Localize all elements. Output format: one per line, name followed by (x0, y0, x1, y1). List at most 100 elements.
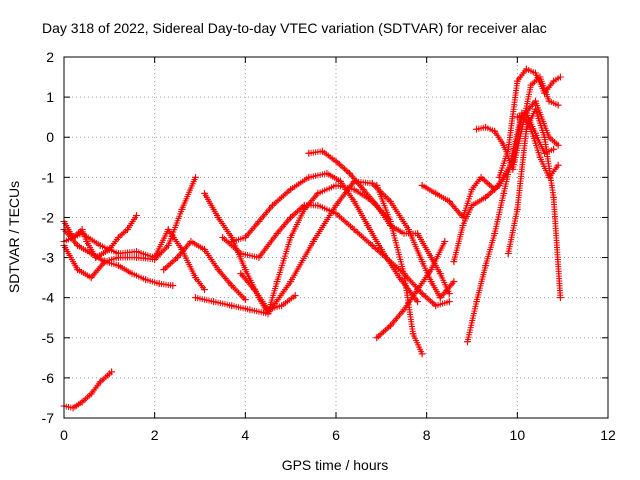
data-point (287, 185, 295, 193)
y-axis-tick-labels: -7 -6 -5 -4 -3 -2 -1 0 1 2 (42, 49, 55, 426)
data-point (545, 97, 553, 105)
data-point (436, 270, 444, 278)
data-point (228, 282, 236, 290)
data-point (210, 298, 218, 306)
data-point (164, 225, 172, 233)
data-point (482, 123, 490, 131)
data-point (228, 302, 236, 310)
data-point (128, 270, 136, 278)
data-point (536, 153, 544, 161)
data-point (513, 77, 521, 85)
y-tick-label: -5 (42, 330, 55, 346)
chart-title: Day 318 of 2022, Sidereal Day-to-day VTE… (42, 20, 547, 36)
data-point (164, 242, 172, 250)
data-point (241, 296, 249, 304)
data-point (305, 149, 313, 157)
data-point (418, 181, 426, 189)
series-s6 (160, 238, 249, 304)
data-point (309, 238, 317, 246)
data-point (400, 306, 408, 314)
data-point (364, 221, 372, 229)
data-point (133, 211, 141, 219)
data-point (273, 278, 281, 286)
data-point (556, 294, 564, 302)
data-point (83, 238, 91, 246)
data-point (513, 205, 521, 213)
data-point (359, 185, 367, 193)
data-point (482, 262, 490, 270)
data-point (96, 242, 104, 250)
data-point (87, 390, 95, 398)
data-point (541, 133, 549, 141)
data-point (287, 234, 295, 241)
series-s8 (201, 181, 394, 318)
data-point (427, 254, 435, 262)
data-point (237, 270, 245, 278)
data-point (305, 173, 313, 181)
data-point (500, 189, 508, 197)
data-point (250, 286, 258, 294)
data-point (473, 125, 481, 133)
data-point (114, 234, 122, 241)
data-point (255, 254, 263, 262)
data-point (482, 193, 490, 201)
plot-frame (63, 56, 609, 419)
x-tick-label: 6 (332, 427, 340, 443)
data-point (332, 181, 340, 189)
series-trace (421, 160, 514, 219)
data-point (436, 294, 444, 302)
data-point (468, 185, 476, 193)
series-s12 (305, 147, 453, 298)
data-point (246, 306, 254, 314)
y-axis-label: SDTVAR / TECUs (6, 181, 22, 293)
data-point (300, 201, 308, 209)
data-point (214, 213, 222, 221)
data-point (323, 169, 331, 177)
x-tick-label: 4 (241, 427, 249, 443)
x-tick-label: 12 (600, 427, 616, 443)
y-tick-label: -4 (42, 290, 55, 306)
data-point (531, 129, 539, 137)
data-point (191, 294, 199, 302)
data-point (473, 298, 481, 306)
data-series (60, 65, 564, 412)
data-point (513, 113, 521, 121)
y-tick-label: -1 (42, 169, 55, 185)
data-point (264, 306, 272, 314)
data-point (78, 229, 86, 237)
data-point (450, 278, 458, 286)
data-point (400, 270, 408, 278)
series-markers (201, 182, 394, 317)
series-markers (61, 368, 115, 411)
data-point (219, 234, 227, 241)
data-point (350, 225, 358, 233)
data-point (332, 201, 340, 209)
data-point (191, 274, 199, 282)
data-point (273, 229, 281, 237)
data-point (541, 89, 549, 97)
data-point (314, 201, 322, 209)
data-point (350, 197, 358, 205)
data-point (550, 145, 558, 153)
series-s10 (228, 169, 422, 306)
data-point (255, 217, 263, 225)
data-point (201, 286, 209, 294)
data-point (414, 229, 422, 237)
data-point (495, 181, 503, 189)
data-point (114, 262, 122, 270)
series-s11 (237, 270, 299, 314)
data-point (427, 278, 435, 286)
data-point (432, 302, 440, 310)
x-tick-label: 2 (151, 427, 159, 443)
data-point (445, 298, 453, 306)
x-tick-label: 8 (423, 427, 431, 443)
data-point (155, 280, 163, 288)
data-point (169, 282, 177, 290)
data-point (237, 250, 245, 258)
data-point (314, 189, 322, 197)
data-point (459, 221, 467, 229)
data-point (201, 246, 209, 254)
data-point (400, 229, 408, 237)
y-tick-label: -3 (42, 250, 55, 266)
data-point (187, 238, 195, 246)
